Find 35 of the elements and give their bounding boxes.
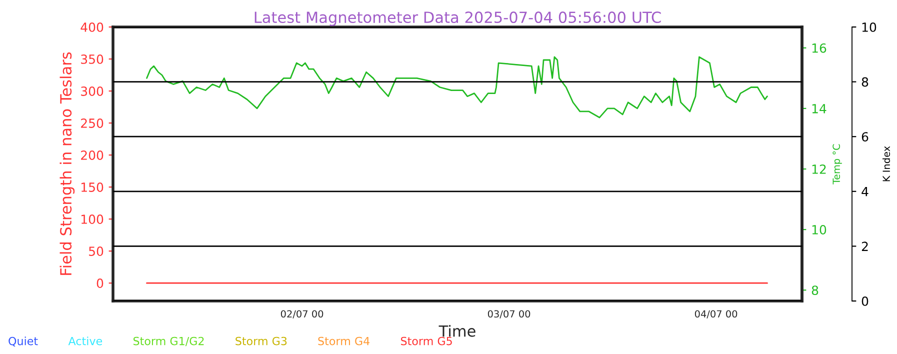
y3-tick-label: 6 <box>862 132 868 142</box>
y3-tick-label: 10 <box>862 22 876 32</box>
x-tick-label: 03/07 00 <box>488 310 530 318</box>
y3-axis-title: K Index <box>882 146 890 182</box>
chart-title: Latest Magnetometer Data 2025-07-04 05:56:00 UTC <box>254 11 661 26</box>
y3-tick-label: 4 <box>862 187 868 196</box>
y2-tick-label: 10 <box>812 225 826 234</box>
y-tick-label: 350 <box>81 54 104 64</box>
y-axis-title: Field Strength in nano Teslars <box>60 52 75 275</box>
y-tick-label: 0 <box>96 278 104 288</box>
text: Storm G5 <box>400 336 452 346</box>
y-tick-label: 400 <box>80 22 104 32</box>
y2-tick-label: 8 <box>812 286 818 296</box>
y-tick-label: 250 <box>81 118 104 128</box>
y-tick-label: 100 <box>81 214 104 224</box>
y3-tick-label: 8 <box>862 77 868 87</box>
text: Quiet <box>8 336 38 346</box>
y3-tick-label: 2 <box>862 242 868 251</box>
x-tick-label: 04/07 00 <box>694 310 738 318</box>
line-series <box>146 56 768 118</box>
text: Storm G1/G2 <box>133 336 204 346</box>
text: Active <box>68 336 102 346</box>
y2-tick-label: 14 <box>812 104 826 114</box>
y2-axis-title: Temp °C <box>832 144 842 184</box>
y-tick-label: 150 <box>81 182 104 192</box>
y-tick-label: 300 <box>81 86 104 96</box>
y2-tick-label: 12 <box>812 164 826 174</box>
y-tick-label: 50 <box>89 246 104 256</box>
text: Storm G4 <box>318 336 370 346</box>
y3-tick-label: 0 <box>862 296 868 306</box>
y2-tick-label: 16 <box>812 43 826 53</box>
x-axis-title: Time <box>438 324 476 337</box>
text: Storm G3 <box>236 336 287 346</box>
y-tick-label: 200 <box>81 150 104 160</box>
x-tick-label: 02/07 00 <box>280 310 324 318</box>
